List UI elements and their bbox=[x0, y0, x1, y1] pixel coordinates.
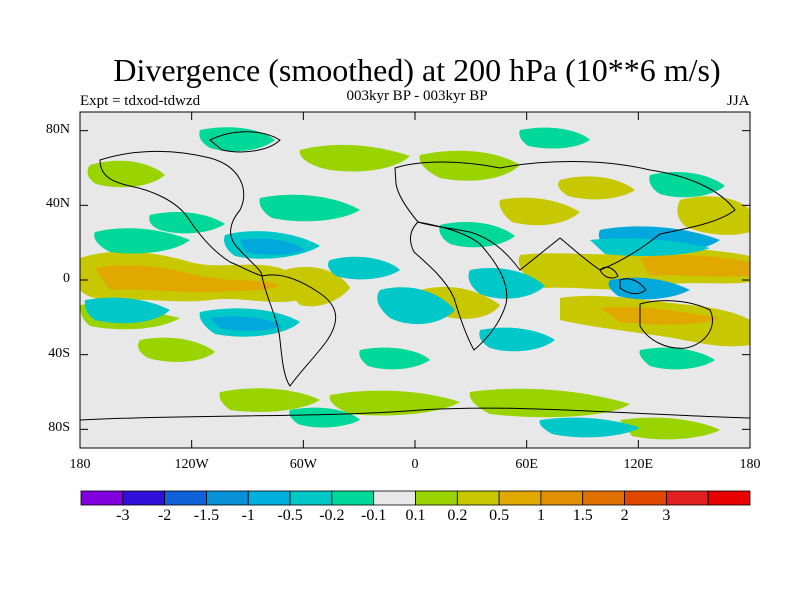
colorbar-swatch bbox=[498, 490, 542, 506]
colorbar-swatch bbox=[289, 490, 333, 506]
colorbar-swatch bbox=[331, 490, 375, 506]
divergence-field bbox=[80, 127, 750, 440]
plot-title: Divergence (smoothed) at 200 hPa (10**6 … bbox=[113, 52, 721, 88]
colorbar-swatch bbox=[206, 490, 249, 506]
colorbar-swatch bbox=[540, 490, 584, 506]
colorbar-swatch bbox=[247, 490, 291, 506]
colorbar-label: -1 bbox=[241, 507, 255, 524]
y-ticks bbox=[80, 130, 750, 430]
x-tick-label: 0 bbox=[411, 457, 419, 472]
colorbar-swatch bbox=[80, 490, 124, 506]
colorbar-swatch bbox=[624, 490, 667, 506]
colorbar-swatch bbox=[665, 490, 709, 506]
colorbar-label: -2 bbox=[157, 507, 172, 524]
colorbar bbox=[80, 490, 751, 506]
colorbar-swatch bbox=[415, 490, 458, 506]
y-tick-label: 0 bbox=[63, 271, 70, 286]
colorbar-swatch bbox=[456, 490, 500, 506]
x-tick-label: 120W bbox=[174, 457, 209, 472]
colorbar-swatch bbox=[373, 490, 416, 506]
x-tick-label: 60W bbox=[289, 457, 317, 472]
colorbar-label: -1.5 bbox=[193, 507, 220, 524]
x-tick-label: 60E bbox=[515, 457, 538, 472]
x-ticks bbox=[79, 112, 751, 448]
y-tick-label: 40S bbox=[48, 345, 70, 361]
x-tick-label: 120E bbox=[623, 457, 654, 472]
experiment-label: Expt = tdxod-tdwzd bbox=[80, 93, 201, 109]
colorbar-swatch bbox=[582, 490, 625, 506]
colorbar-label: -0.2 bbox=[319, 507, 345, 524]
y-tick-label: 80N bbox=[45, 121, 70, 137]
colorbar-swatch bbox=[122, 490, 166, 506]
colorbar-swatch bbox=[707, 490, 751, 506]
colorbar-label: 3 bbox=[662, 507, 671, 524]
colorbar-label: 1 bbox=[536, 507, 545, 524]
colorbar-swatch bbox=[164, 490, 207, 506]
colorbar-label: -0.5 bbox=[277, 507, 303, 524]
y-tick-label: 80S bbox=[48, 420, 70, 436]
x-tick-label: 180 bbox=[69, 457, 91, 472]
colorbar-label: 0.1 bbox=[405, 507, 426, 524]
x-tick-label: 180 bbox=[739, 457, 761, 472]
colorbar-label: 1.5 bbox=[572, 507, 593, 524]
colorbar-label: -3 bbox=[116, 507, 130, 524]
y-tick-label: 40N bbox=[45, 196, 70, 212]
coastlines bbox=[80, 131, 750, 421]
colorbar-label: 2 bbox=[620, 507, 629, 524]
colorbar-label: -0.1 bbox=[361, 507, 387, 524]
colorbar-label: 0.2 bbox=[447, 507, 468, 524]
season-label: JJA bbox=[727, 93, 750, 109]
plot-subtitle: 003kyr BP - 003kyr BP bbox=[346, 88, 488, 104]
colorbar-label: 0.5 bbox=[489, 507, 510, 524]
